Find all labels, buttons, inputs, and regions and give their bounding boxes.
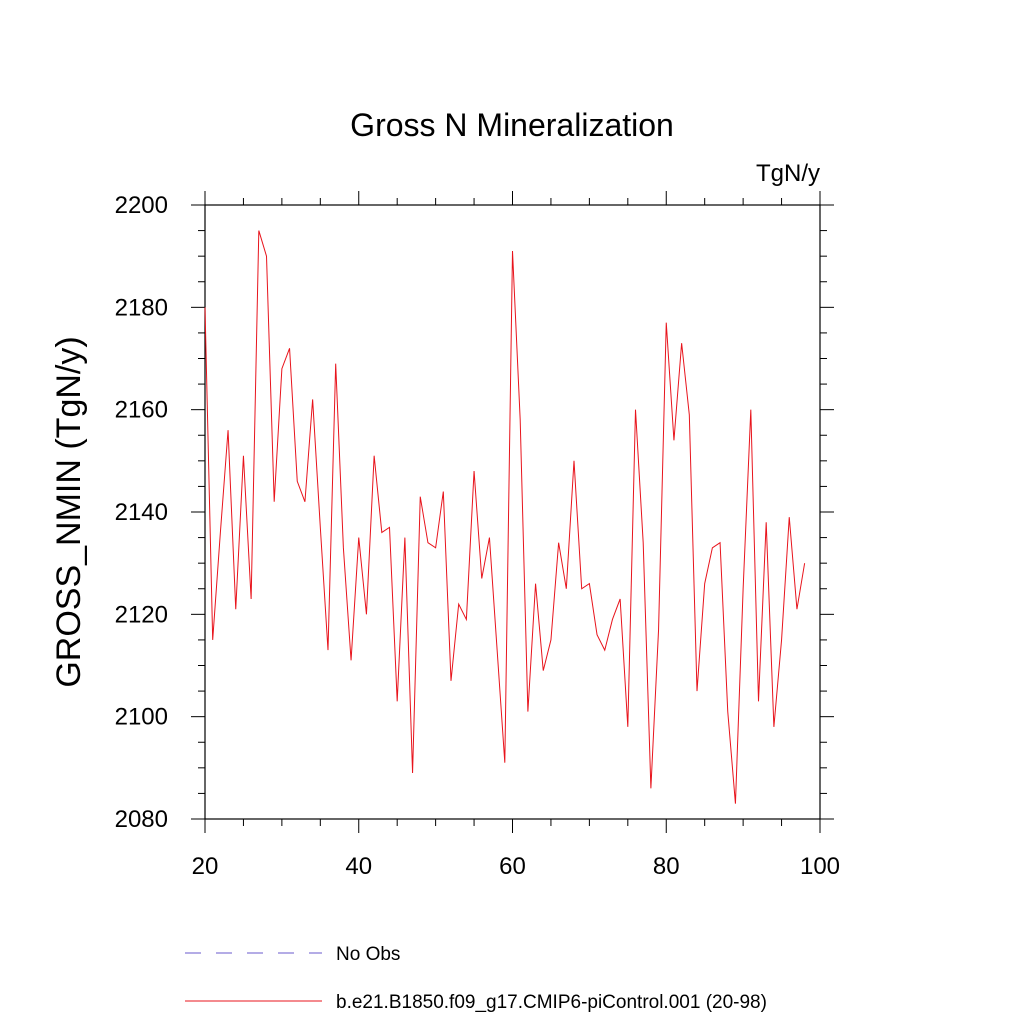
x-tick-label: 40 bbox=[345, 853, 372, 880]
y-tick-label: 2180 bbox=[115, 294, 168, 321]
units-label: TgN/y bbox=[756, 160, 820, 187]
y-tick-label: 2100 bbox=[115, 704, 168, 731]
data-series bbox=[204, 230, 806, 804]
plot-frame bbox=[204, 204, 821, 820]
y-tick-label: 2200 bbox=[115, 192, 168, 219]
y-tick-label: 2120 bbox=[115, 601, 168, 628]
y-tick-label: 2080 bbox=[115, 806, 168, 833]
legend-label: b.e21.B1850.f09_g17.CMIP6-piControl.001 … bbox=[336, 992, 767, 1013]
chart-title: Gross N Mineralization bbox=[350, 107, 674, 143]
y-tick-label: 2160 bbox=[115, 397, 168, 424]
legend-label: No Obs bbox=[336, 944, 400, 965]
y-tick-label: 2140 bbox=[115, 499, 168, 526]
plot-border bbox=[204, 204, 821, 820]
axis-ticks bbox=[191, 191, 834, 833]
axis-tick-labels: 20 40 60 80 100 2080 2100 2120 2140 2160 2180 2200 bbox=[115, 192, 840, 880]
y-axis-label: GROSS_NMIN (TgN/y) bbox=[50, 336, 88, 687]
x-tick-label: 60 bbox=[499, 853, 526, 880]
x-tick-label: 80 bbox=[653, 853, 680, 880]
legend: No Obs b.e21.B1850.f09_g17.CMIP6-piContro… bbox=[185, 944, 767, 1013]
x-tick-label: 100 bbox=[800, 853, 840, 880]
x-tick-label: 20 bbox=[192, 853, 219, 880]
series-line bbox=[204, 230, 806, 804]
